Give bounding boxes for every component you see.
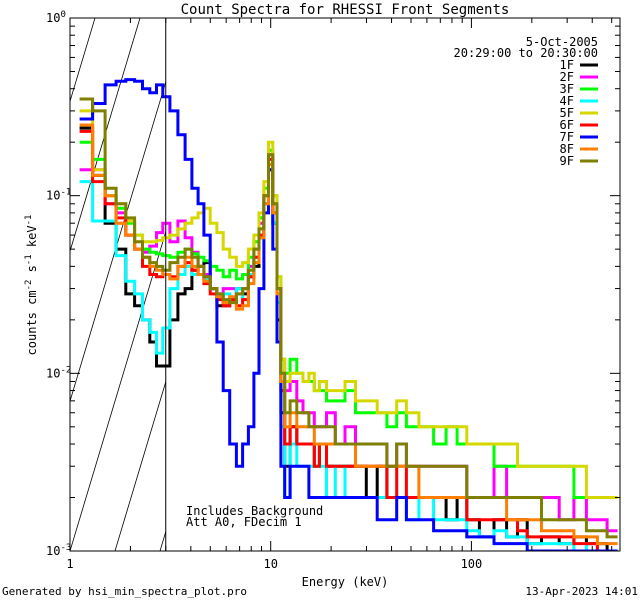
series-line-5f: [79, 109, 618, 499]
timestamp-label: 13-Apr-2023 14:01: [525, 585, 638, 598]
series-line-4f: [79, 162, 618, 551]
time-range-label: 20:29:00 to 20:30:00: [454, 46, 599, 60]
hatch-stripe: [70, 80, 166, 403]
y-axis-label-mid-2: keV: [25, 225, 39, 254]
series-line-9f: [79, 97, 618, 539]
series-line-7f: [79, 78, 618, 551]
hatch-stripe: [70, 18, 141, 253]
hatch-stripe: [385, 18, 545, 551]
x-tick-label: 100: [461, 557, 483, 571]
series-line-1f: [79, 126, 618, 551]
annotation-line-2: Att A0, FDecim 1: [186, 515, 302, 529]
date-label: 5-Oct-2005: [526, 35, 598, 49]
hatch-stripe: [295, 18, 455, 551]
hatch-stripe: [114, 380, 166, 551]
y-axis-label: counts cm-2 s-1 keV-1: [24, 215, 39, 356]
hatch-stripe: [475, 18, 635, 551]
y-axis-label-exp-2: -1: [24, 254, 34, 265]
y-axis-label-exp-1: -2: [24, 280, 34, 291]
legend-label-4f: 4F: [560, 94, 574, 108]
series-line-2f: [79, 153, 618, 533]
x-axis-label: Energy (keV): [302, 575, 389, 589]
annotation-line-1: Includes Background: [186, 504, 323, 518]
legend-label-5f: 5F: [560, 106, 574, 120]
hatch-stripe: [520, 18, 640, 551]
y-tick-label: 100: [46, 10, 66, 25]
legend-label-8f: 8F: [560, 142, 574, 156]
hatch-stripe: [565, 18, 640, 551]
legend-label-6f: 6F: [560, 118, 574, 132]
plot-frame: [69, 17, 621, 552]
generated-by-label: Generated by hsi_min_spectra_plot.pro: [2, 585, 247, 598]
y-tick-label: 10-1: [46, 188, 71, 203]
series-line-8f: [79, 123, 618, 546]
legend-label-2f: 2F: [560, 70, 574, 84]
series-line-6f: [79, 129, 618, 551]
y-axis-label-exp-3: -1: [24, 215, 34, 226]
y-tick-label: 10-3: [46, 543, 71, 558]
chart-title: Count Spectra for RHESSI Front Segments: [181, 2, 510, 18]
hatch-stripe: [70, 230, 166, 551]
legend-label-9f: 9F: [560, 154, 574, 168]
legend-label-1f: 1F: [560, 58, 574, 72]
attenuator-hatch-region: [0, 18, 640, 551]
axis-ticks: 1 10 100 10-3 10-2 10-1 100: [46, 10, 620, 571]
x-tick-label: 1: [66, 557, 73, 571]
hatch-stripe: [159, 530, 166, 551]
series-layer: [79, 78, 618, 551]
hatch-stripe: [0, 18, 5, 551]
legend-label-7f: 7F: [560, 130, 574, 144]
y-tick-label: 10-2: [46, 365, 71, 380]
y-axis-label-mid-1: s: [25, 265, 39, 279]
legend-label-3f: 3F: [560, 82, 574, 96]
x-tick-label: 10: [263, 557, 277, 571]
y-axis-label-main: counts cm: [25, 290, 39, 355]
